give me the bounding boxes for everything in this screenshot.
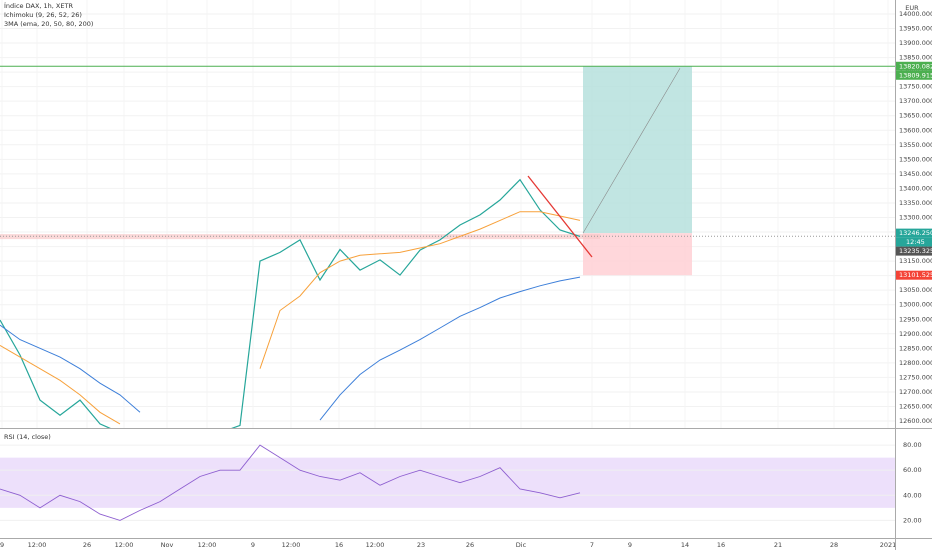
target-zone	[583, 66, 692, 234]
y-tick-label: 12700.000	[899, 388, 932, 396]
x-tick-label: 16	[335, 541, 343, 549]
countdown-box	[896, 237, 932, 247]
x-tick-label: 12:00	[282, 541, 301, 549]
y-tick-label: 14000.000	[899, 10, 932, 18]
x-tick-label: 9	[0, 541, 4, 549]
x-tick-label: 23	[417, 541, 425, 549]
overlay: 12600.000 12650.000 12700.000 12750.000 1280…	[0, 10, 932, 549]
chart-title: Índice DAX, 1h, XETR	[4, 1, 73, 10]
y-tick-label: 13150.000	[899, 257, 932, 265]
y-tick-label: 40.00	[903, 491, 922, 499]
x-tick-label: 9	[251, 541, 255, 549]
y-tick-label: 12800.000	[899, 359, 932, 367]
y-tick-label: 13400.000	[899, 184, 932, 192]
trendline	[527, 175, 593, 258]
x-tick-label: 16	[717, 541, 725, 549]
y-tick-label: 13450.000	[899, 170, 932, 178]
price-label-box	[896, 246, 932, 256]
y-tick-label: 80.00	[903, 441, 922, 449]
y-tick-label: 13300.000	[899, 213, 932, 221]
y-tick-label: 20.00	[903, 516, 922, 524]
y-tick-label: 13750.000	[899, 83, 932, 91]
x-tick-label: Dic	[516, 541, 527, 549]
price-label: 13820.082	[899, 62, 932, 70]
indicator-label: 3MA (ema, 20, 50, 80, 200)	[4, 20, 93, 28]
x-tick-label: 28	[830, 541, 838, 549]
y-tick-label: 13700.000	[899, 97, 932, 105]
price-label: 13235.325	[899, 247, 932, 255]
price-label-box	[896, 270, 932, 280]
y-tick-label: 13350.000	[899, 199, 932, 207]
x-tick-label: 21	[774, 541, 782, 549]
x-tick-label: 9	[628, 541, 632, 549]
rsi-title: RSI (14, close)	[4, 433, 51, 441]
x-tick-label: 12:00	[115, 541, 134, 549]
y-tick-label: 12900.000	[899, 330, 932, 338]
price-label-box	[896, 228, 932, 238]
y-tick-label: 13950.000	[899, 24, 932, 32]
x-tick-label: 7	[590, 541, 594, 549]
y-tick-label: 60.00	[903, 466, 922, 474]
price-line	[0, 178, 581, 428]
x-tick-label: 12:00	[366, 541, 385, 549]
x-tick-label: 2021	[880, 541, 897, 549]
y-tick-label: 12650.000	[899, 402, 932, 410]
rsi-band	[0, 457, 895, 508]
price-label-box	[896, 61, 932, 71]
price-pane	[0, 0, 895, 428]
y-tick-label: 13000.000	[899, 301, 932, 309]
y-tick-label: 12950.000	[899, 315, 932, 323]
x-tick-label: 12:00	[198, 541, 217, 549]
stop-zone	[583, 233, 692, 276]
price-label: 13101.525	[899, 271, 932, 279]
price-label-box	[896, 70, 932, 80]
y-tick-label: 13850.000	[899, 54, 932, 62]
x-tick-label: 14	[681, 541, 689, 549]
y-tick-label: 12600.000	[899, 417, 932, 425]
price-label: 13246.250	[899, 229, 932, 237]
indicator-label: Ichimoku (9, 26, 52, 26)	[4, 11, 82, 19]
y-tick-label: 13050.000	[899, 286, 932, 294]
y-tick-label: 13650.000	[899, 112, 932, 120]
y-tick-label: 12750.000	[899, 373, 932, 381]
y-tick-label: 12850.000	[899, 344, 932, 352]
rsi-line	[0, 444, 581, 521]
x-tick-label: 12:00	[28, 541, 47, 549]
moving-average	[0, 276, 581, 421]
projection	[582, 68, 681, 234]
y-tick-label: 13900.000	[899, 39, 932, 47]
x-tick-label: Nov	[161, 541, 174, 549]
moving-average	[0, 211, 581, 425]
currency: EUR	[905, 4, 919, 12]
y-tick-label: 13600.000	[899, 126, 932, 134]
x-tick-label: 26	[83, 541, 91, 549]
y-tick-label: 13500.000	[899, 155, 932, 163]
rsi-pane	[0, 444, 895, 521]
y-tick-label: 13550.000	[899, 141, 932, 149]
x-tick-label: 26	[466, 541, 474, 549]
countdown: 12:45	[906, 238, 925, 246]
price-label: 13809.915	[899, 71, 932, 79]
